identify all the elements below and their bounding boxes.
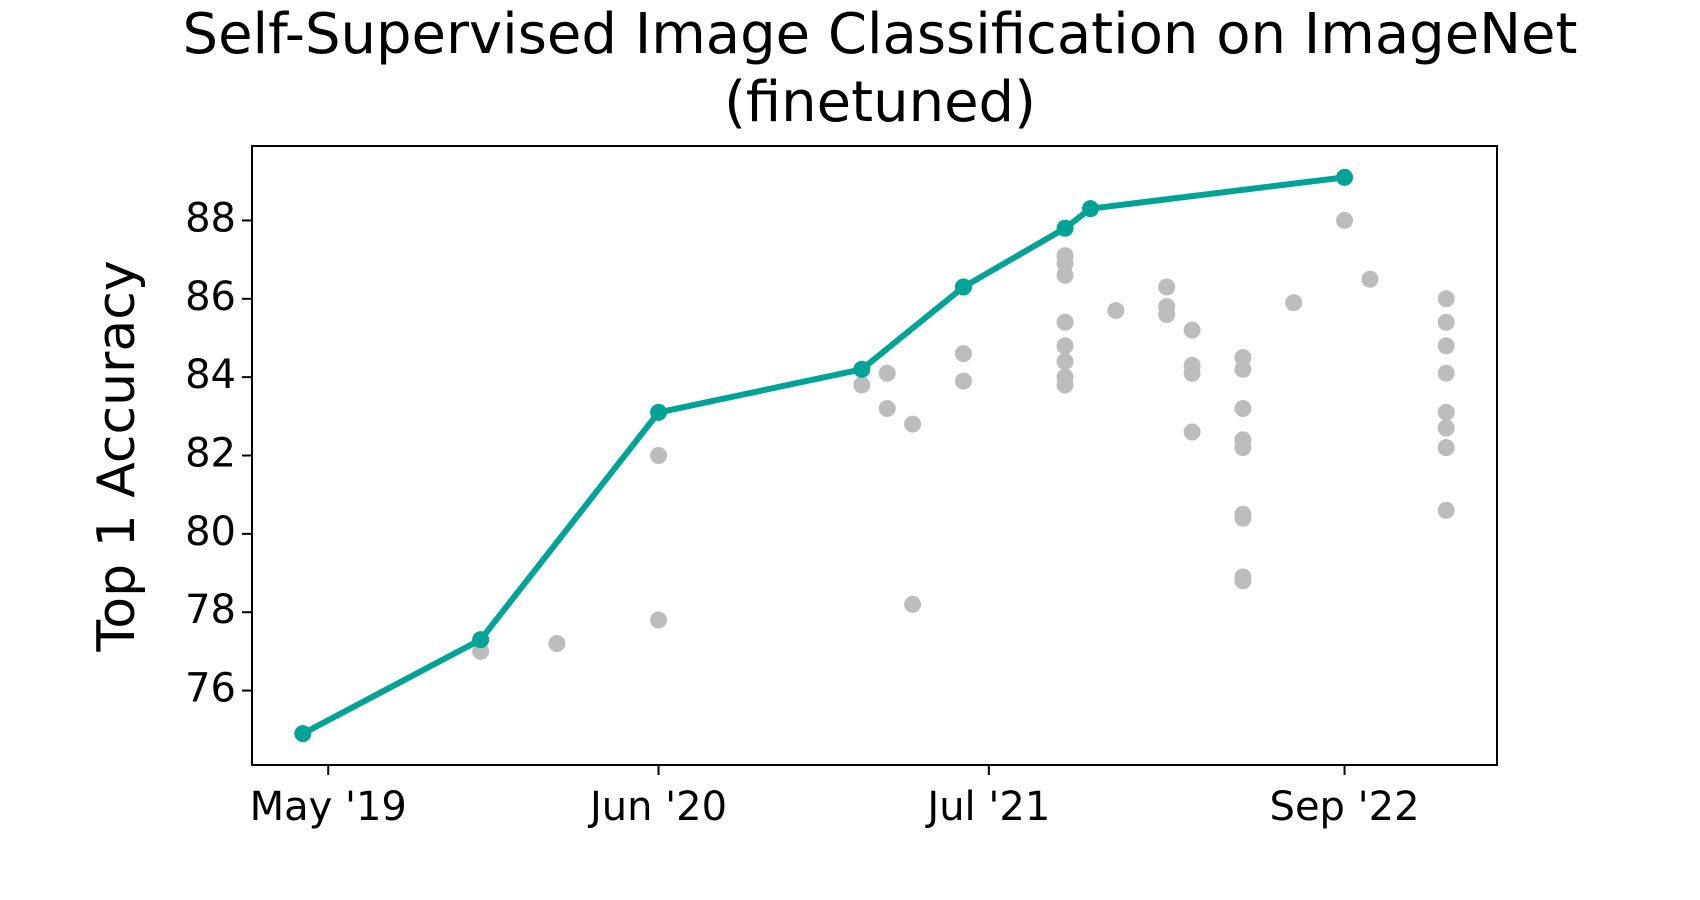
data-point: [1234, 509, 1252, 527]
x-tick-label: Sep '22: [1270, 784, 1420, 830]
data-point: [1437, 403, 1455, 421]
y-tick-label: 88: [185, 195, 236, 241]
data-point: [1158, 278, 1176, 296]
data-point: [1234, 399, 1252, 417]
data-point: [1056, 313, 1074, 331]
data-point: [1183, 321, 1201, 339]
data-point: [1336, 168, 1354, 186]
data-point: [650, 403, 668, 421]
data-point: [878, 399, 896, 417]
data-point: [1107, 302, 1125, 320]
x-tick-label: May '19: [250, 784, 407, 830]
data-point: [1056, 352, 1074, 370]
data-point: [548, 635, 566, 653]
y-tick-label: 82: [185, 431, 236, 477]
data-point: [294, 725, 312, 743]
data-point: [878, 364, 896, 382]
data-point: [954, 278, 972, 296]
data-point: [954, 372, 972, 390]
data-point: [650, 447, 668, 464]
y-tick-label: 78: [185, 587, 236, 633]
data-point: [1056, 376, 1074, 394]
data-point: [472, 631, 490, 649]
y-tick-label: 84: [185, 352, 236, 398]
y-tick-label: 80: [185, 509, 236, 555]
data-point: [1183, 423, 1201, 441]
data-point: [1234, 360, 1252, 378]
data-point: [1437, 313, 1455, 331]
data-point: [1081, 200, 1099, 218]
x-tick-label: Jun '20: [587, 784, 727, 830]
data-point: [853, 360, 871, 378]
data-point: [1234, 439, 1252, 457]
data-point: [1437, 364, 1455, 382]
data-point: [1361, 270, 1379, 288]
data-point: [1056, 247, 1074, 265]
series-line: [301, 174, 1345, 737]
data-point: [1183, 364, 1201, 382]
y-tick-label: 76: [185, 666, 236, 712]
y-tick-label: 86: [185, 274, 236, 320]
data-point: [904, 415, 922, 433]
data-point: [904, 595, 922, 613]
data-point: [1056, 337, 1074, 355]
data-point: [1158, 298, 1176, 316]
data-point: [1234, 349, 1252, 367]
data-point: [1285, 294, 1303, 312]
data-point: [1437, 439, 1455, 457]
data-point: [1234, 572, 1252, 590]
data-point: [1056, 219, 1074, 237]
data-point: [853, 376, 871, 394]
x-tick-label: Jul '21: [924, 784, 1050, 830]
data-point: [1437, 337, 1455, 355]
chart-title: Self-Supervised Image Classification on …: [183, 2, 1578, 67]
y-axis-label: Top 1 Accuracy: [87, 260, 147, 652]
data-point: [1336, 211, 1354, 229]
data-point: [1437, 501, 1455, 519]
chart-title: (finetuned): [724, 70, 1036, 135]
plot-frame: [251, 145, 1498, 766]
data-point: [472, 642, 490, 660]
data-point: [1056, 266, 1074, 284]
data-point: [954, 345, 972, 363]
data-point: [650, 611, 668, 629]
data-point: [1437, 419, 1455, 437]
data-point: [1437, 290, 1455, 308]
